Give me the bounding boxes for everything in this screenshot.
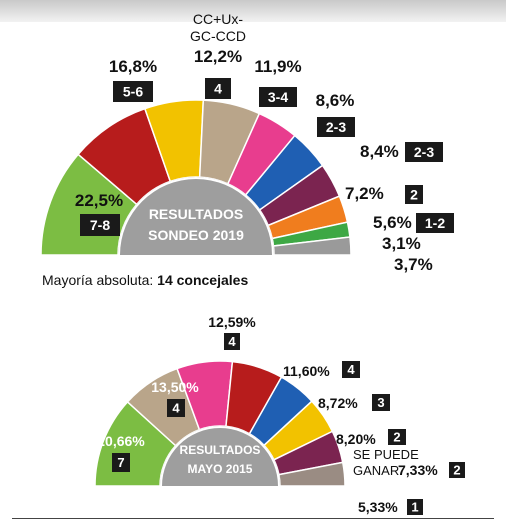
party-name-vox: VOX (348, 0, 380, 4)
percent-unidas-podemos: 7,2% (345, 184, 384, 203)
percent-cc: 8,20% (336, 431, 376, 447)
seats-nc-fa-box (80, 214, 120, 236)
party-name-cc: CC (342, 0, 361, 3)
percent-pp: 8,4% (360, 142, 399, 161)
party-name-cs: Cs (352, 0, 370, 4)
seats-xt-box (167, 399, 185, 417)
party-name-psoe: PSOE (285, 0, 321, 3)
percent-resto: 3,7% (394, 255, 433, 274)
party-name-xt: +XT (154, 0, 181, 3)
percent-cc-ux-gc-ccd: 12,2% (194, 47, 242, 66)
percent-ciuca: 8,6% (316, 91, 355, 110)
center-title-line: MAYO 2015 (188, 462, 253, 476)
percent-cs: 5,6% (373, 213, 412, 232)
center-title-line: RESULTADOS (149, 206, 243, 222)
percent-se-puede-ganar: 7,33% (398, 462, 438, 478)
seats-xt-box (259, 87, 297, 107)
party-name-cc-ux-gc-ccd: CC+Ux- (193, 11, 244, 27)
party-name-resto: Resto (348, 0, 387, 4)
party-name-ciuca: CIUCA (312, 0, 359, 4)
bottom-divider (12, 518, 494, 519)
party-name-pp: PP (320, 0, 337, 3)
center-disc (118, 177, 274, 255)
seats-xt: 3-4 (268, 89, 288, 105)
party-name-nc-ccn: NC-CCN (93, 0, 148, 3)
seats-pp: 3 (377, 395, 384, 410)
chart-sondeo-2019: RESULTADOS SONDEO 2019 NC-FA 22,5% 7-8 PSOE 16… (40, 0, 483, 274)
seats-psoe-box (342, 361, 360, 378)
percent-nc-fa: 22,5% (75, 191, 123, 210)
percent-nc-ccn: 20,66% (97, 433, 145, 449)
party-name-unidos-ciuca: UNIDOS-CIUCA (184, 0, 280, 3)
seats-cs-box (416, 213, 454, 233)
percent-psoe: 11,60% (283, 363, 330, 379)
party-name-se-puede-ganar: SE PUEDE (353, 447, 419, 462)
party-name-xt: +XT (265, 0, 292, 3)
percent-vox: 3,1% (382, 234, 421, 253)
seats-se-puede-ganar-box (449, 462, 465, 478)
top-photo-strip (0, 0, 506, 22)
seats-cc-ux-gc-ccd-box (205, 78, 231, 99)
percent-ccd: 5,33% (358, 499, 398, 515)
party-name-psoe: PSOE (112, 0, 154, 4)
party-name-ccd: CCD (343, 0, 371, 3)
seats-cc-ux-gc-ccd: 4 (214, 81, 222, 97)
party-name-unidas-podemos: UNIDAS PODEMOS (345, 0, 483, 4)
percent-unidos-ciuca: 12,59% (208, 314, 256, 330)
percent-xt: 11,9% (254, 57, 301, 76)
chart-mayo-2015: RESULTADOS MAYO 2015 NC-CCN 20,66% 7 +XT 13,50… (93, 0, 465, 515)
seats-unidas-podemos-box (405, 185, 423, 204)
seats-ccd: 1 (411, 500, 418, 515)
center-disc (160, 426, 280, 486)
seats-ciuca: 2-3 (326, 119, 346, 135)
seats-unidos-ciuca-box (224, 333, 240, 350)
seats-cs: 1-2 (425, 215, 445, 231)
party-name-se-puede-ganar: GANAR (353, 463, 399, 478)
seats-unidos-ciuca: 4 (228, 334, 236, 349)
seats-ciuca-box (317, 117, 355, 137)
seats-pp: 2-3 (414, 144, 434, 160)
seats-nc-ccn: 7 (117, 455, 124, 470)
seats-pp-box (372, 394, 390, 411)
seats-psoe: 4 (347, 362, 355, 377)
center-title-line: SONDEO 2019 (148, 227, 244, 243)
center-title-line: RESULTADOS (180, 443, 261, 457)
seats-xt: 4 (172, 401, 180, 416)
seats-psoe: 5-6 (123, 84, 143, 100)
party-name-pp: PP (338, 0, 358, 4)
seats-psoe-box (113, 81, 153, 102)
seats-nc-fa: 7-8 (90, 217, 110, 233)
seats-nc-ccn-box (112, 453, 130, 472)
percent-xt: 13,50% (151, 379, 199, 395)
seats-pp-box (405, 142, 443, 162)
percent-psoe: 16,8% (109, 57, 157, 76)
majority-note: Mayoría absoluta: 14 concejales (42, 272, 248, 288)
percent-pp: 8,72% (318, 395, 358, 411)
seats-se-puede-ganar: 2 (453, 463, 460, 478)
seats-cc-box (388, 429, 406, 445)
seats-cc: 2 (393, 430, 400, 445)
party-name-cc-ux-gc-ccd: GC-CCD (190, 28, 246, 44)
party-name-nc-fa: NC-FA (77, 0, 122, 4)
seats-ccd-box (407, 499, 423, 515)
seats-unidas-podemos: 2 (410, 187, 418, 203)
